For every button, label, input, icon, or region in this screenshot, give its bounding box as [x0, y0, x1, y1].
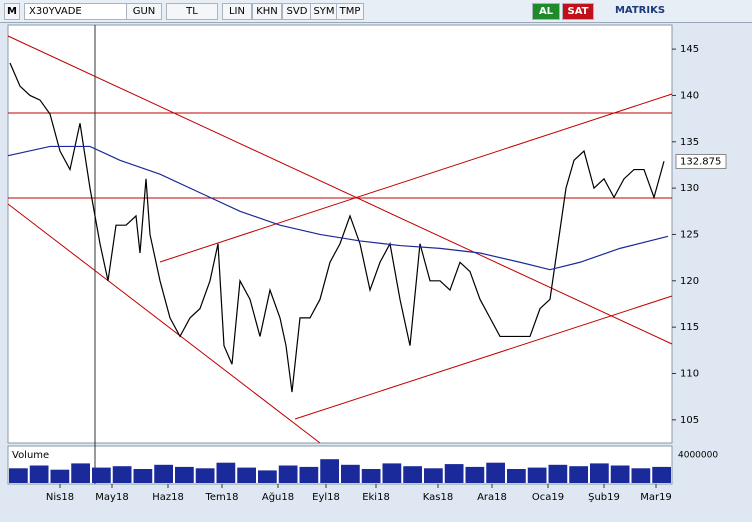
volume-bar — [216, 462, 236, 483]
volume-bar — [590, 463, 609, 483]
volume-bar — [29, 465, 49, 483]
plot-area — [7, 24, 673, 444]
x-tick-label: Oca19 — [532, 492, 564, 503]
tool-button[interactable]: SVD — [282, 3, 312, 20]
y-tick-label: 140 — [680, 90, 699, 101]
y-tick-label: 120 — [680, 276, 699, 287]
x-tick-label: May18 — [95, 492, 128, 503]
volume-tick-label: 4000000 — [678, 451, 718, 461]
trend-lines — [7, 35, 673, 444]
y-tick-label: 105 — [680, 415, 699, 426]
y-tick-label: 135 — [680, 137, 699, 148]
buy-button[interactable]: AL — [532, 3, 560, 20]
volume-bar — [424, 468, 443, 483]
x-tick-label: Tem18 — [204, 492, 238, 503]
volume-bar — [507, 469, 526, 483]
logo[interactable]: M — [4, 3, 20, 20]
volume-bar — [154, 464, 173, 483]
volume-bar — [652, 466, 671, 483]
tool-button[interactable]: TMP — [336, 3, 364, 20]
volume-bar — [258, 470, 277, 483]
x-tick-label: Nis18 — [46, 492, 74, 503]
x-tick-label: Ağu18 — [262, 491, 294, 503]
volume-bar — [299, 466, 319, 483]
volume-bar — [71, 463, 90, 483]
brand: MATRIKS — [614, 5, 666, 16]
volume-bar — [278, 465, 298, 483]
volume-bar — [195, 468, 215, 483]
volume-bar — [382, 463, 402, 483]
currency-button[interactable]: TL — [166, 3, 218, 20]
volume-bar — [548, 464, 568, 483]
y-tick-label: 115 — [680, 322, 699, 333]
x-tick-label: Eyl18 — [312, 492, 340, 503]
tool-button[interactable]: LIN — [222, 3, 252, 20]
y-tick-label: 130 — [680, 183, 699, 194]
volume-bar — [92, 467, 111, 483]
price-line — [9, 62, 665, 393]
volume-label: Volume — [12, 450, 49, 461]
tool-button[interactable]: KHN — [252, 3, 282, 20]
x-tick-label: Eki18 — [362, 492, 390, 503]
volume-bar — [133, 469, 153, 483]
volume-bar — [444, 464, 464, 483]
volume-bar — [175, 466, 194, 483]
volume-bar — [320, 459, 339, 483]
x-tick-label: Haz18 — [152, 492, 184, 503]
y-tick-label: 125 — [680, 229, 699, 240]
volume-bar — [237, 467, 256, 483]
period-button[interactable]: GUN — [126, 3, 162, 20]
volume-bar — [112, 466, 132, 483]
volume-bar — [341, 464, 360, 483]
last-value-box — [675, 153, 727, 169]
volume-bar — [9, 468, 28, 483]
volume-bar — [50, 469, 70, 483]
y-tick-label: 145 — [680, 44, 699, 55]
chart: 105 110 115 120 125 130 135 140 145 Nis18 May18 Haz… — [7, 24, 727, 503]
sell-button[interactable]: SAT — [562, 3, 594, 20]
volume-bar — [527, 467, 547, 483]
volume-bar — [631, 468, 651, 483]
toolbar: M X30YVADE GUN TL LIN KHN SVD SYM TMP AL… — [0, 0, 752, 23]
y-tick-label: 110 — [680, 368, 699, 379]
volume-bar — [465, 466, 485, 483]
x-tick-label: Kas18 — [423, 492, 453, 503]
symbol-box[interactable]: X30YVADE — [24, 3, 128, 20]
volume-bar — [361, 469, 381, 483]
volume-bar — [486, 462, 505, 483]
tool-button[interactable]: SYM — [310, 3, 338, 20]
last-value: 132.875 — [680, 156, 721, 167]
price-line — [7, 145, 669, 271]
volume-bar — [610, 465, 630, 483]
volume-bar — [403, 466, 422, 483]
x-tick-label: Mar19 — [640, 492, 672, 503]
volume-bar — [569, 466, 588, 483]
x-tick-label: Ara18 — [477, 492, 507, 503]
x-tick-label: Şub19 — [588, 492, 620, 503]
